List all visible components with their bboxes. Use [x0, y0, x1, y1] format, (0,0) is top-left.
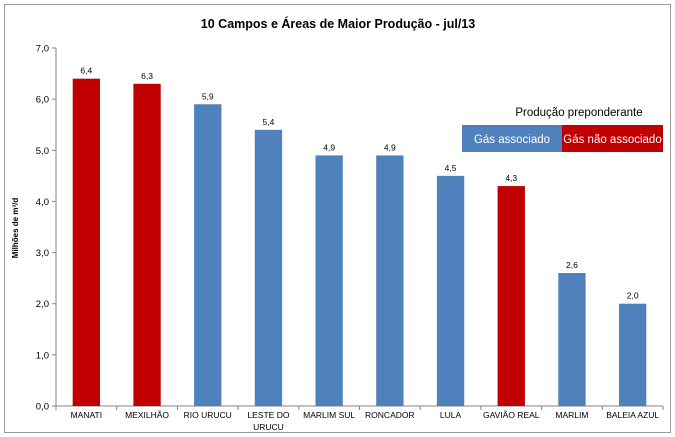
legend-label-nao: Gás não associado	[563, 134, 661, 146]
y-axis-label: Milhões de m³/d	[11, 198, 20, 259]
x-tick-label: MEXILHÃO	[125, 410, 169, 420]
y-tick-label: 2,0	[36, 299, 49, 310]
y-tick-label: 6,0	[36, 95, 49, 106]
bar	[497, 186, 525, 406]
data-label: 4,5	[445, 163, 457, 173]
chart-title: 10 Campos e Áreas de Maior Produção - ju…	[201, 16, 475, 31]
x-tick-label: RIO URUCU	[184, 410, 232, 420]
legend: Produção preponderante Gás associado Gás …	[462, 107, 663, 152]
data-label: 5,9	[202, 91, 214, 101]
bar	[194, 104, 222, 406]
x-tick-label: BALEIA AZUL	[606, 410, 659, 420]
x-tick-label: LESTE DO URUCU	[247, 410, 289, 432]
x-tick-label: MANATI	[71, 410, 102, 420]
bar	[558, 273, 586, 406]
bar	[618, 303, 647, 406]
data-label: 6,3	[141, 71, 153, 81]
data-label: 4,9	[384, 142, 396, 152]
legend-swatch-nao	[562, 125, 663, 152]
data-label: 2,0	[627, 291, 639, 301]
x-tick-label: LULA	[440, 410, 462, 420]
y-tick-label: 3,0	[36, 248, 49, 259]
y-tick-label: 4,0	[36, 197, 49, 208]
bar	[376, 155, 404, 406]
bar-chart: 10 Campos e Áreas de Maior Produção - ju…	[11, 16, 664, 432]
bar	[315, 155, 343, 406]
y-tick-label: 7,0	[36, 44, 49, 55]
legend-title: Produção preponderante	[515, 107, 642, 119]
y-tick-label: 1,0	[36, 350, 49, 361]
y-tick-label: 0,0	[36, 402, 49, 413]
data-label: 5,4	[263, 117, 275, 127]
bar	[133, 83, 161, 407]
chart-frame: 10 Campos e Áreas de Maior Produção - ju…	[4, 4, 671, 433]
y-tick-label: 5,0	[36, 146, 49, 157]
bars: 6,4 6,3 5,9 5,4 4,9 4,9 4,5 4,3 2,6 2,0	[72, 66, 647, 407]
x-tick-label: MARLIM SUL	[303, 410, 355, 420]
data-label: 6,4	[80, 66, 92, 76]
x-tick-label: RONCADOR	[365, 410, 415, 420]
x-tick-label: GAVIÃO REAL	[483, 410, 540, 420]
bar	[72, 78, 101, 406]
data-label: 2,6	[566, 260, 578, 270]
x-tick-label: MARLIM	[555, 410, 588, 420]
legend-swatch-assoc	[462, 125, 562, 152]
bar	[436, 175, 465, 406]
legend-label-assoc: Gás associado	[474, 134, 550, 146]
bar	[254, 129, 283, 406]
data-label: 4,3	[505, 173, 517, 183]
data-label: 4,9	[323, 142, 335, 152]
